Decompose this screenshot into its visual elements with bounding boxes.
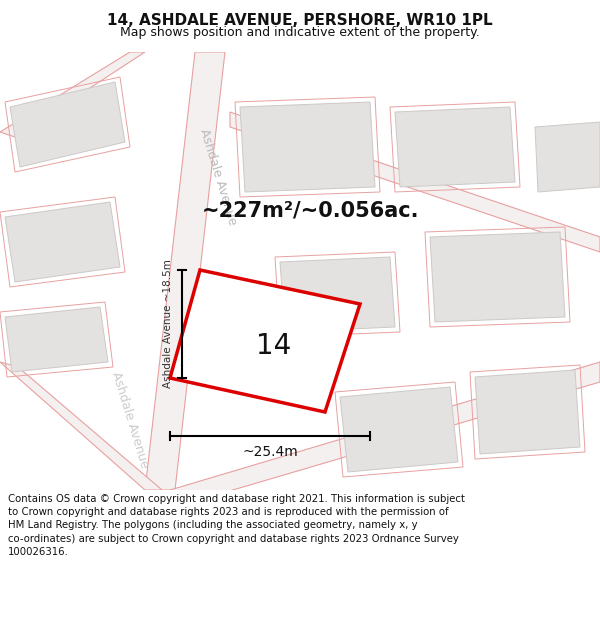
Polygon shape	[280, 257, 395, 332]
Polygon shape	[5, 307, 108, 372]
Polygon shape	[535, 122, 600, 192]
Text: Ashdale Avenue ~18.5m: Ashdale Avenue ~18.5m	[163, 259, 173, 388]
Text: Ashdale Avenue: Ashdale Avenue	[197, 127, 239, 227]
Polygon shape	[0, 362, 162, 490]
Polygon shape	[170, 362, 600, 507]
Polygon shape	[145, 52, 225, 490]
Text: Map shows position and indicative extent of the property.: Map shows position and indicative extent…	[120, 26, 480, 39]
Text: 14: 14	[256, 332, 292, 360]
Text: ~25.4m: ~25.4m	[242, 445, 298, 459]
Text: Ashdale Avenue: Ashdale Avenue	[109, 370, 151, 470]
Text: ~227m²/~0.056ac.: ~227m²/~0.056ac.	[201, 200, 419, 220]
Polygon shape	[430, 232, 565, 322]
Text: Contains OS data © Crown copyright and database right 2021. This information is : Contains OS data © Crown copyright and d…	[8, 494, 465, 557]
Polygon shape	[395, 107, 515, 187]
Polygon shape	[5, 202, 120, 282]
Text: 14, ASHDALE AVENUE, PERSHORE, WR10 1PL: 14, ASHDALE AVENUE, PERSHORE, WR10 1PL	[107, 13, 493, 28]
Polygon shape	[215, 300, 318, 374]
Polygon shape	[230, 112, 600, 252]
Polygon shape	[10, 82, 125, 167]
Polygon shape	[240, 102, 375, 192]
Polygon shape	[170, 270, 360, 412]
Polygon shape	[475, 370, 580, 454]
Polygon shape	[0, 52, 145, 137]
Polygon shape	[340, 387, 458, 472]
